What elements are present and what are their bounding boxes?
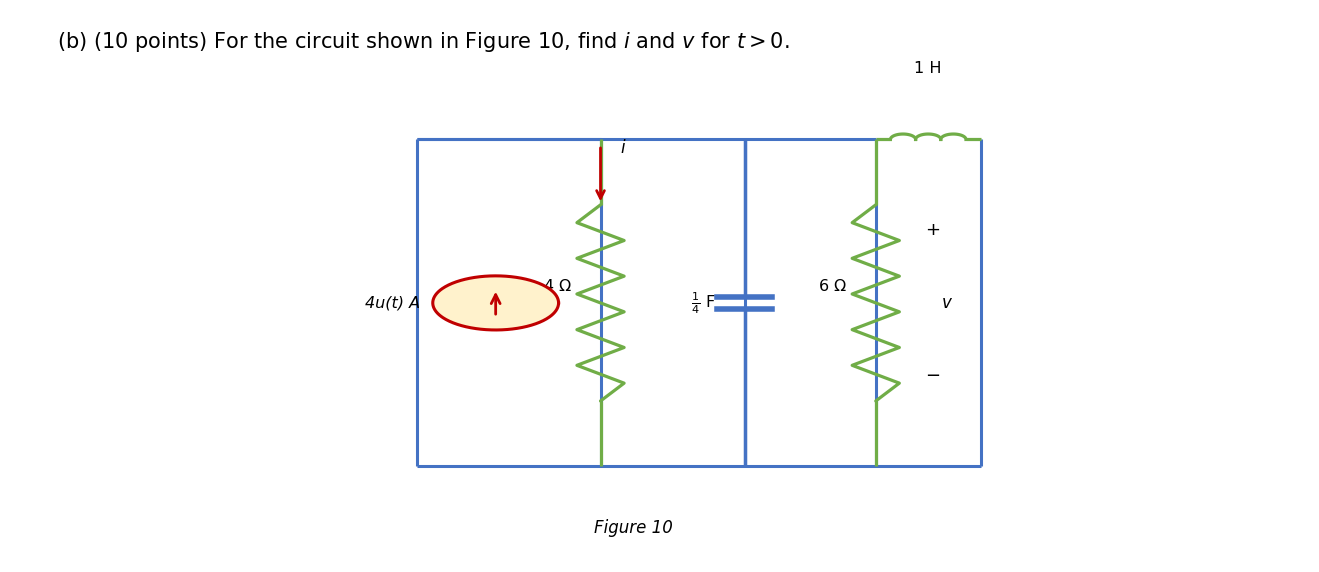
Circle shape [433,276,558,330]
Text: 1 H: 1 H [914,61,942,76]
Text: −: − [926,367,940,385]
Text: (b) (10 points) For the circuit shown in Figure 10, find $i$ and $v$ for $t > 0.: (b) (10 points) For the circuit shown in… [57,30,789,54]
Text: 6 $\Omega$: 6 $\Omega$ [818,278,847,294]
Text: $\frac{1}{4}$ F: $\frac{1}{4}$ F [691,290,716,316]
Text: Figure 10: Figure 10 [594,519,673,537]
Text: $i$: $i$ [620,140,627,157]
Text: 4u(t) A: 4u(t) A [364,295,419,311]
Text: $v$: $v$ [942,294,954,312]
Text: 4 $\Omega$: 4 $\Omega$ [543,278,571,294]
Text: +: + [926,221,940,239]
